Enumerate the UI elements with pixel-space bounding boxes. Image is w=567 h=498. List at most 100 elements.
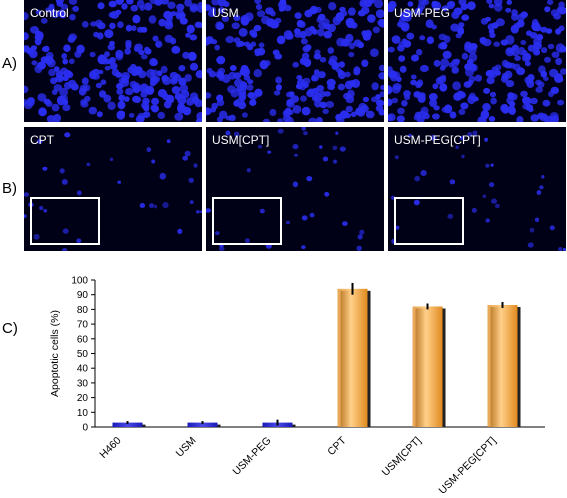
nucleus bbox=[130, 69, 139, 76]
nucleus bbox=[301, 52, 310, 60]
nucleus bbox=[482, 103, 491, 112]
nucleus bbox=[550, 86, 559, 95]
nucleus bbox=[339, 10, 348, 17]
nucleus bbox=[104, 51, 110, 58]
nucleus bbox=[200, 210, 202, 214]
nucleus bbox=[359, 229, 365, 235]
panel-label-control: Control bbox=[30, 6, 69, 20]
nucleus bbox=[426, 36, 435, 44]
nucleus bbox=[491, 66, 499, 73]
nucleus bbox=[189, 5, 198, 13]
nucleus bbox=[314, 6, 322, 13]
nucleus bbox=[253, 69, 262, 78]
nucleus bbox=[408, 133, 412, 138]
nucleus bbox=[142, 97, 150, 105]
x-tick-label: CPT bbox=[325, 434, 349, 458]
nucleus bbox=[117, 21, 124, 29]
nucleus bbox=[360, 6, 370, 15]
nucleus bbox=[254, 0, 262, 5]
nucleus bbox=[410, 74, 417, 80]
y-tick-label: 10 bbox=[77, 408, 89, 419]
nucleus bbox=[137, 112, 146, 120]
nucleus bbox=[81, 77, 89, 85]
nucleus bbox=[442, 50, 452, 59]
nucleus bbox=[550, 9, 559, 17]
nucleus bbox=[163, 100, 172, 109]
row-label-a: A) bbox=[2, 55, 17, 72]
nucleus bbox=[90, 21, 97, 27]
bar bbox=[112, 422, 143, 427]
bar bbox=[187, 422, 218, 427]
nucleus bbox=[59, 168, 65, 174]
y-tick-label: 100 bbox=[71, 276, 88, 287]
nucleus bbox=[141, 54, 148, 60]
nucleus bbox=[292, 61, 299, 68]
nucleus bbox=[257, 144, 263, 149]
nucleus bbox=[219, 110, 228, 119]
micrograph-cpt: CPT bbox=[24, 127, 202, 251]
nucleus bbox=[362, 96, 369, 103]
nucleus bbox=[562, 247, 566, 251]
nucleus bbox=[538, 65, 546, 74]
nucleus bbox=[398, 55, 406, 62]
nucleus bbox=[367, 14, 376, 23]
nucleus bbox=[336, 37, 346, 47]
nucleus bbox=[323, 23, 331, 30]
nucleus bbox=[501, 75, 509, 83]
nucleus bbox=[447, 213, 454, 219]
nucleus bbox=[294, 153, 298, 157]
nucleus bbox=[467, 95, 476, 105]
nucleus bbox=[524, 61, 531, 67]
nucleus bbox=[302, 77, 311, 85]
nucleus bbox=[520, 90, 528, 98]
nucleus bbox=[171, 86, 181, 94]
nucleus bbox=[372, 26, 380, 34]
nucleus bbox=[472, 130, 478, 136]
nucleus bbox=[555, 57, 562, 66]
nucleus bbox=[218, 7, 225, 14]
nucleus bbox=[461, 14, 470, 21]
nucleus bbox=[419, 35, 426, 41]
nucleus bbox=[214, 44, 220, 51]
nucleus bbox=[109, 40, 115, 46]
nucleus bbox=[130, 4, 139, 12]
nucleus bbox=[151, 59, 158, 66]
nucleus bbox=[348, 51, 355, 58]
nucleus bbox=[495, 18, 505, 27]
nucleus bbox=[338, 61, 345, 68]
nucleus bbox=[206, 4, 212, 11]
nucleus bbox=[324, 191, 330, 197]
nucleus bbox=[234, 78, 243, 88]
nucleus bbox=[467, 132, 473, 137]
nucleus bbox=[139, 5, 146, 11]
nucleus bbox=[182, 155, 188, 161]
nucleus bbox=[365, 110, 375, 119]
nucleus bbox=[391, 85, 401, 94]
inset-box bbox=[30, 197, 100, 245]
nucleus bbox=[332, 145, 338, 151]
nucleus bbox=[327, 47, 335, 54]
nucleus bbox=[464, 41, 473, 50]
nucleus bbox=[301, 245, 306, 249]
nucleus bbox=[313, 92, 323, 102]
nucleus bbox=[440, 74, 447, 80]
y-tick-label: 20 bbox=[77, 393, 89, 404]
y-tick-label: 50 bbox=[77, 349, 89, 360]
nucleus bbox=[500, 104, 508, 113]
nucleus bbox=[76, 190, 82, 196]
nucleus bbox=[186, 97, 195, 106]
nucleus bbox=[449, 111, 457, 119]
nucleus bbox=[45, 100, 53, 107]
nucleus bbox=[109, 62, 118, 70]
nucleus bbox=[551, 51, 560, 58]
nucleus bbox=[532, 47, 540, 56]
nucleus bbox=[379, 91, 384, 98]
nucleus bbox=[169, 71, 179, 80]
nucleus bbox=[151, 159, 156, 164]
nucleus bbox=[272, 49, 280, 56]
nucleus bbox=[103, 94, 112, 103]
nucleus bbox=[152, 76, 161, 83]
nucleus bbox=[399, 65, 407, 73]
inset-box bbox=[394, 197, 464, 245]
